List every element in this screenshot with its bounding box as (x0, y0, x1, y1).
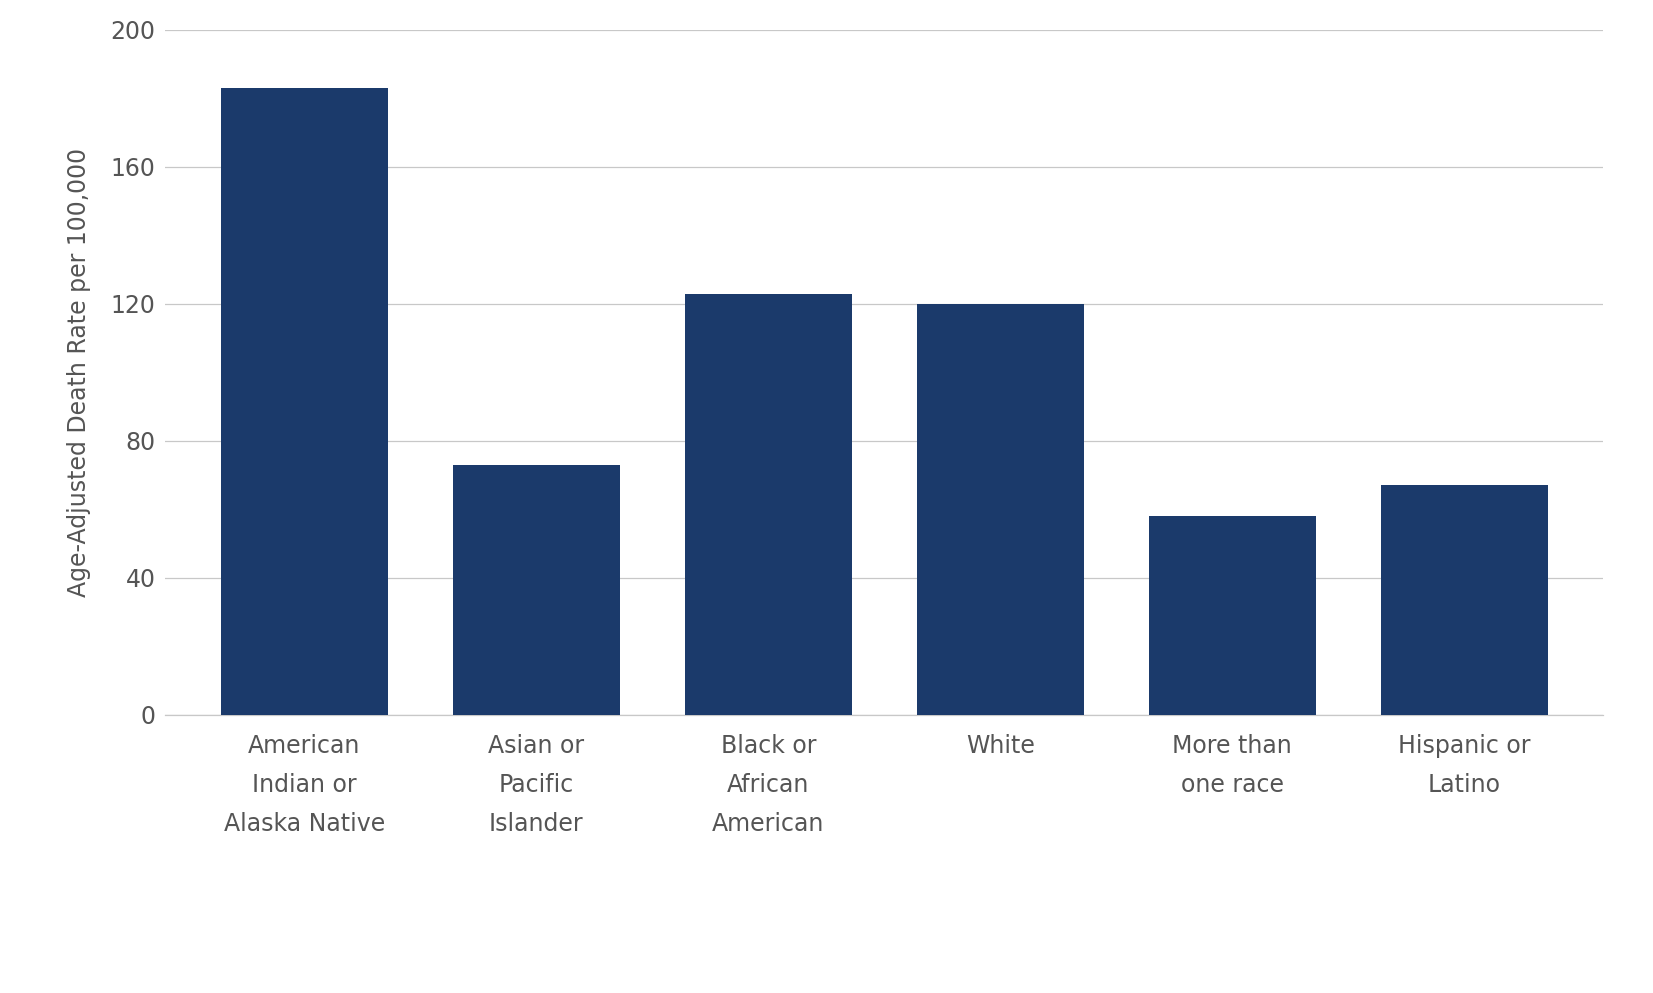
Bar (917, 304, 1084, 715)
Y-axis label: Age-Adjusted Death Rate per 100,000: Age-Adjusted Death Rate per 100,000 (68, 148, 91, 597)
Bar (684, 294, 851, 715)
Bar (1149, 516, 1316, 715)
Bar (453, 465, 620, 715)
Bar (1380, 486, 1547, 715)
Bar (222, 88, 388, 715)
